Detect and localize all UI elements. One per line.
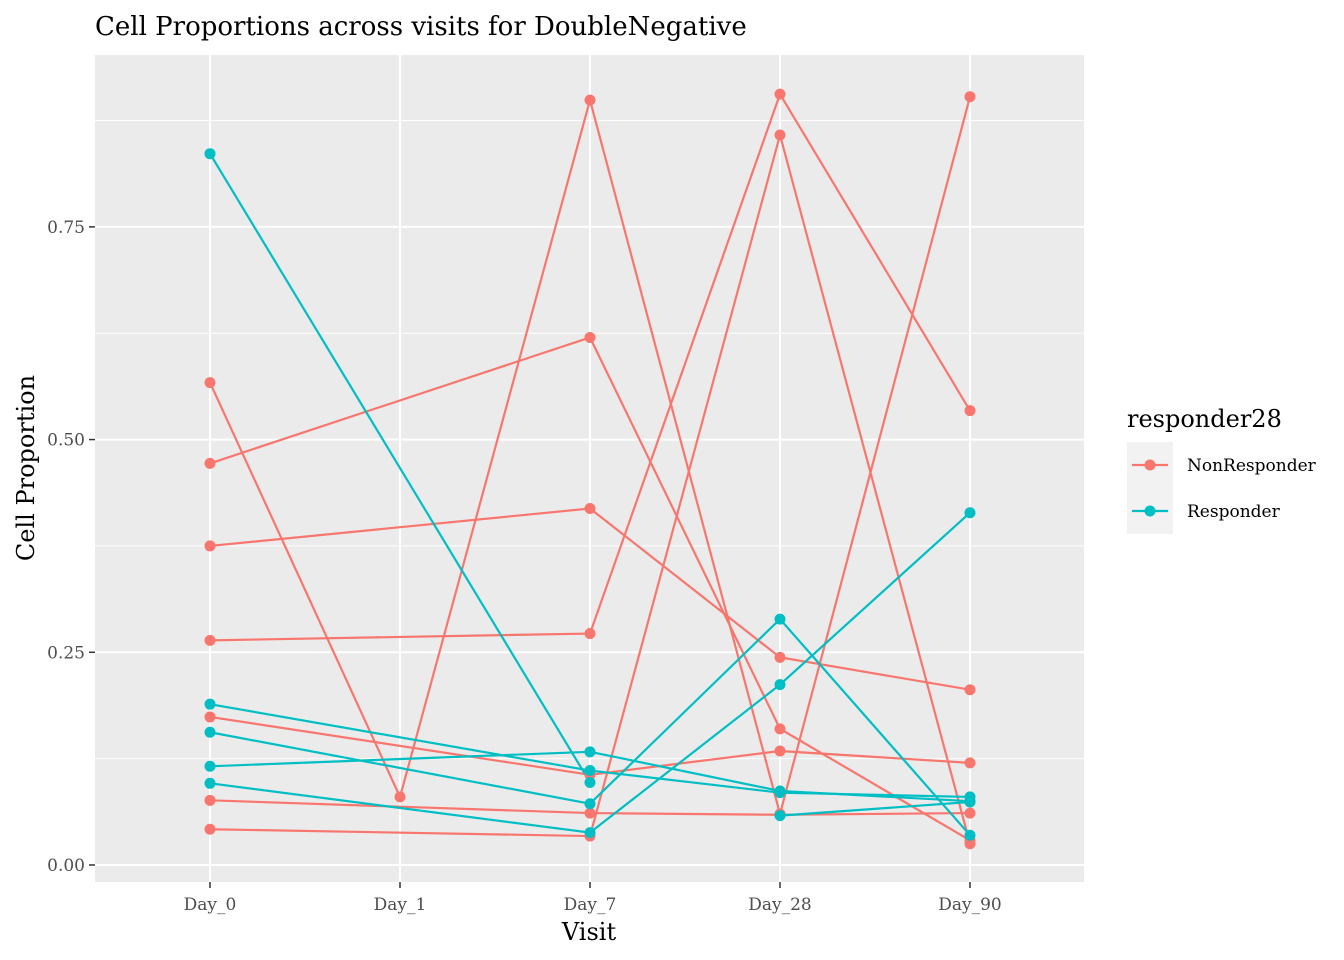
series-line-nonresponder-6 [209,130,972,844]
y-axis: 0.00 0.25 0.50 0.75 [47,218,95,876]
data-point-nonresponder [204,457,216,469]
x-tick-label: Day_0 [184,895,237,915]
series-line-nonresponder-1 [209,336,971,842]
data-point-nonresponder [204,377,216,389]
data-point-responder [774,810,786,822]
y-tick-label: 0.25 [47,643,85,663]
data-point-responder [584,827,596,839]
data-point-nonresponder [584,628,596,640]
data-points [204,88,976,850]
data-point-nonresponder [204,794,216,806]
data-point-responder [204,760,216,772]
data-point-responder [204,148,216,160]
data-point-nonresponder [964,807,976,819]
series-line-nonresponder-4 [209,715,971,776]
y-axis-title: Cell Proportion [12,375,40,561]
data-point-nonresponder [584,807,596,819]
data-point-responder [774,785,786,797]
data-point-nonresponder [774,745,786,757]
series-line-nonresponder-2 [209,507,971,691]
y-tick-label: 0.75 [47,218,85,238]
series-line-responder-9 [209,617,971,836]
data-point-nonresponder [394,791,406,803]
x-axis-title: Visit [561,918,617,946]
data-point-nonresponder [204,634,216,646]
data-point-nonresponder [964,684,976,696]
data-point-nonresponder [964,757,976,769]
series-line-responder-8 [209,703,971,799]
data-point-responder [584,798,596,810]
data-point-responder [964,796,976,808]
data-point-nonresponder [964,405,976,417]
y-tick-label: 0.50 [47,431,85,451]
series-line-responder-10 [209,750,971,803]
series-line-responder-7 [209,153,591,784]
data-point-nonresponder [584,502,596,514]
data-point-nonresponder [584,94,596,106]
y-tick-label: 0.00 [47,856,85,876]
data-point-nonresponder [964,838,976,850]
series-line-responder-11 [209,511,971,834]
data-point-responder [204,726,216,738]
data-point-responder [204,698,216,710]
series-line-nonresponder-3 [209,91,971,642]
chart-title: Cell Proportions across visits for Doubl… [95,12,747,42]
data-point-nonresponder [774,723,786,735]
legend-key-point [1144,505,1156,517]
data-point-responder [584,746,596,758]
x-tick-label: Day_7 [564,895,617,915]
data-point-nonresponder [584,331,596,343]
x-tick-label: Day_28 [748,895,812,915]
data-point-responder [584,776,596,788]
data-point-nonresponder [774,651,786,663]
legend-title: responder28 [1127,405,1282,433]
data-point-responder [774,613,786,625]
legend-label-nonresponder: NonResponder [1187,456,1317,476]
data-point-nonresponder [204,823,216,835]
data-point-responder [774,679,786,691]
x-axis: Day_0 Day_1 Day_7 Day_28 Day_90 [184,882,1002,915]
data-point-nonresponder [204,711,216,723]
data-point-nonresponder [774,129,786,141]
data-point-responder [204,777,216,789]
legend-label-responder: Responder [1187,502,1281,522]
data-point-responder [964,829,976,841]
data-point-nonresponder [774,88,786,100]
data-point-responder [584,765,596,777]
legend: responder28 NonResponder Responder [1127,405,1317,534]
legend-key-point [1144,459,1156,471]
data-point-nonresponder [204,540,216,552]
series-line-responder-12 [779,800,971,817]
series-line-nonresponder-5 [209,799,971,816]
x-tick-label: Day_90 [938,895,1002,915]
x-tick-label: Day_1 [374,895,427,915]
data-point-responder [964,507,976,519]
data-point-nonresponder [964,91,976,103]
